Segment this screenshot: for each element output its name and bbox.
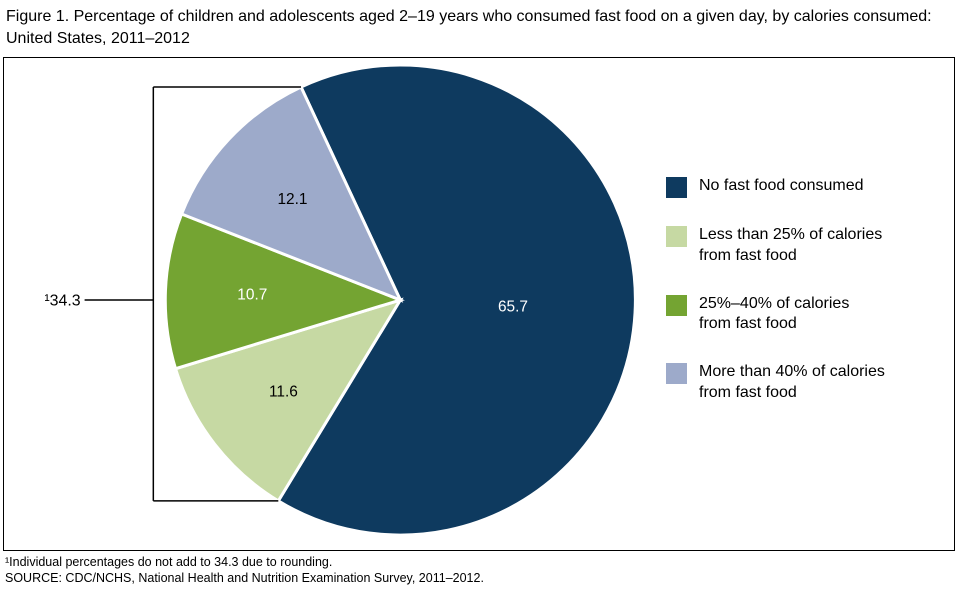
legend-swatch — [666, 363, 687, 385]
pie-slice-3 — [179, 84, 404, 303]
legend-label: Less than 25% of calories from fast food — [699, 226, 883, 264]
pie-slice-1 — [173, 297, 404, 503]
footnotes: ¹Individual percentages do not add to 34… — [5, 555, 484, 586]
source-note: SOURCE: CDC/NCHS, National Health and Nu… — [5, 570, 484, 585]
legend-label: No fast food consumed — [699, 177, 864, 194]
pie-chart: 65.7 11.6 10.7 12.1 ¹34.3 — [44, 63, 637, 537]
slice-value-label: 65.7 — [498, 299, 528, 316]
chart-area: 65.7 11.6 10.7 12.1 ¹34.3 No fast food consu… — [3, 57, 955, 551]
figure-title: Figure 1. Percentage of children and ado… — [6, 8, 932, 47]
slice-value-label: 10.7 — [237, 287, 267, 304]
slice-value-label: 11.6 — [269, 383, 298, 400]
legend-item-3: More than 40% of calories from fast food — [666, 362, 941, 404]
slice-value-label: 12.1 — [277, 191, 307, 208]
legend-item-1: Less than 25% of calories from fast food — [666, 225, 941, 267]
legend-swatch — [666, 226, 687, 247]
legend-swatch — [666, 294, 687, 316]
footnote: ¹Individual percentages do not add to 34… — [5, 555, 333, 569]
pie-slice-2 — [163, 212, 405, 371]
legend-item-2: 25%–40% of calories from fast food — [666, 294, 941, 336]
legend-item-0: No fast food consumed — [666, 176, 941, 198]
legend-swatch — [666, 177, 687, 198]
pie-slice-0 — [276, 63, 637, 537]
legend-label: 25%–40% of calories from fast food — [699, 294, 850, 333]
legend: No fast food consumed Less than 25% of ca… — [666, 176, 941, 431]
group-total-label: ¹34.3 — [44, 292, 80, 309]
legend-label: More than 40% of calories from fast food — [699, 363, 885, 401]
